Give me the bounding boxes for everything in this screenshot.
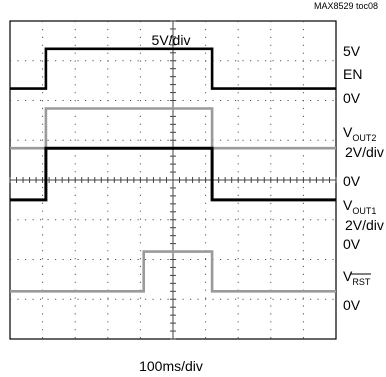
- ch4-name-label: VRST: [343, 268, 371, 287]
- horizontal-scale-label: 100ms/div: [139, 358, 203, 374]
- ch2-name-label: VOUT2: [343, 124, 376, 143]
- ch4-zero2-label: 0V: [343, 297, 361, 313]
- source-tag: MAX8529 toc08: [314, 1, 378, 11]
- traces: [10, 47, 336, 293]
- ch1-top-label: 5V: [343, 43, 361, 59]
- ch1-name-label: EN: [343, 66, 362, 82]
- ch3-scale-label: 2V/div: [345, 217, 384, 233]
- trace-4: [10, 250, 336, 293]
- ch3-zero-label: 0V: [343, 173, 361, 189]
- trace-2: [10, 107, 336, 150]
- ch4-zero-label: 0V: [343, 236, 361, 252]
- trace-1: [10, 47, 336, 90]
- vertical-scale-label: 5V/div: [152, 32, 191, 48]
- ch3-name-label: VOUT1: [343, 197, 376, 216]
- trace-3: [10, 146, 336, 202]
- grid: [9, 20, 337, 340]
- ch1-zero-label: 0V: [343, 90, 361, 106]
- ch2-scale-label: 2V/div: [345, 144, 384, 160]
